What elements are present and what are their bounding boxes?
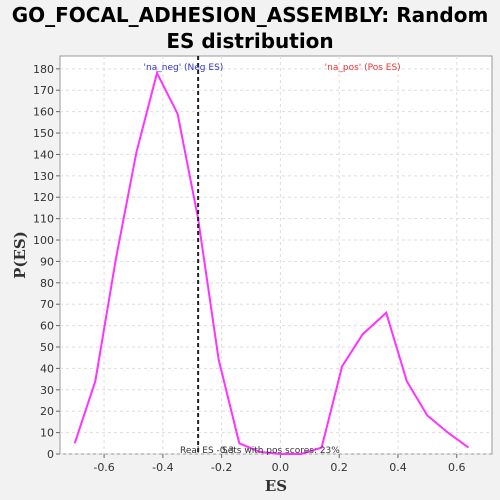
- x-tick-label: -0.6: [93, 461, 114, 474]
- chart-title: GO_FOCAL_ADHESION_ASSEMBLY: Random ES di…: [11, 3, 489, 53]
- y-tick-label: 180: [33, 63, 54, 76]
- y-tick-label: 90: [40, 255, 54, 268]
- x-axis-label: ES: [265, 477, 287, 495]
- y-tick-label: 130: [33, 170, 54, 183]
- real-es-label: Real ES -0.3: [180, 446, 234, 456]
- x-tick-label: 0.4: [389, 461, 407, 474]
- y-tick-label: 170: [33, 84, 54, 97]
- x-axis: -0.6 -0.4 -0.2 0.0 0.2 0.4 0.6: [93, 454, 465, 474]
- neg-es-label: 'na_neg' (Neg ES): [144, 63, 224, 73]
- x-tick-label: 0.2: [330, 461, 348, 474]
- y-tick-label: 140: [33, 148, 54, 161]
- y-tick-label: 30: [40, 384, 54, 397]
- plot-area: [59, 55, 493, 455]
- grid: [60, 56, 492, 455]
- x-tick-label: -0.4: [152, 461, 173, 474]
- y-tick-label: 100: [33, 234, 54, 247]
- y-tick-label: 70: [40, 298, 54, 311]
- y-tick-label: 20: [40, 405, 54, 418]
- y-tick-label: 50: [40, 341, 54, 354]
- x-tick-label: -0.2: [211, 461, 232, 474]
- y-tick-label: 60: [40, 320, 54, 333]
- pos-scores-label: Sets with pos scores: 23%: [222, 446, 340, 456]
- pos-es-label: 'na_pos' (Pos ES): [325, 63, 401, 73]
- y-tick-label: 110: [33, 213, 54, 226]
- y-axis: 0 10 20 30 40 50 60 70 80 90 100 110 120 130 140 150 160…: [33, 63, 60, 461]
- y-tick-label: 120: [33, 191, 54, 204]
- y-tick-label: 40: [40, 362, 54, 375]
- y-tick-label: 10: [40, 427, 54, 440]
- x-tick-label: 0.0: [272, 461, 290, 474]
- y-axis-label: P(ES): [11, 231, 29, 279]
- y-tick-label: 160: [33, 106, 54, 119]
- y-tick-label: 0: [47, 448, 54, 461]
- y-tick-label: 150: [33, 127, 54, 140]
- x-tick-label: 0.6: [448, 461, 466, 474]
- y-tick-label: 80: [40, 277, 54, 290]
- series-line: [73, 70, 470, 455]
